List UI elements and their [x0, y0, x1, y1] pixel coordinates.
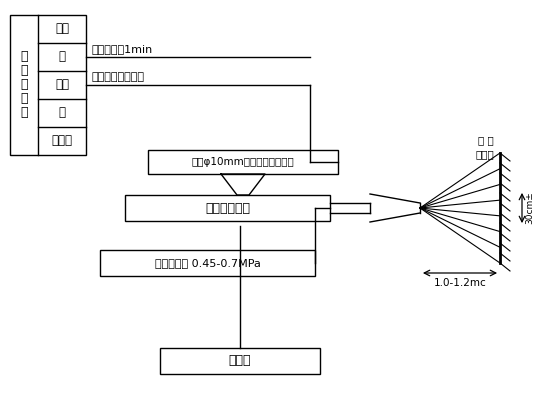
Text: 混
凝
土
拌
和: 混 凝 土 拌 和 [20, 50, 28, 120]
Text: 水泥: 水泥 [55, 23, 69, 36]
Bar [148, 150, 338, 174]
Text: 外加剂: 外加剂 [52, 134, 72, 147]
Text: 30cm±: 30cm± [525, 192, 534, 224]
Text: 速凝剂: 速凝剂 [228, 354, 251, 368]
Text: 1.0-1.2mc: 1.0-1.2mc [433, 278, 487, 288]
Text: 筛网φ10mm（滤出超径石子）: 筛网φ10mm（滤出超径石子） [192, 157, 295, 167]
Text: 水: 水 [58, 107, 66, 120]
Text: 围岩面: 围岩面 [475, 149, 494, 159]
Bar [100, 250, 315, 276]
Text: 石子: 石子 [55, 79, 69, 92]
Bar [160, 348, 320, 374]
Text: 混凝土运输车运送: 混凝土运输车运送 [92, 72, 145, 82]
Bar [10, 15, 86, 155]
Text: 拌和时间＜1min: 拌和时间＜1min [92, 44, 153, 54]
Bar [125, 195, 330, 221]
Text: 砂: 砂 [58, 50, 66, 63]
Text: 受 喷: 受 喷 [478, 135, 494, 145]
Text: 风压控制在 0.45-0.7MPa: 风压控制在 0.45-0.7MPa [155, 258, 260, 268]
Text: 混凝土喷射机: 混凝土喷射机 [205, 202, 250, 215]
